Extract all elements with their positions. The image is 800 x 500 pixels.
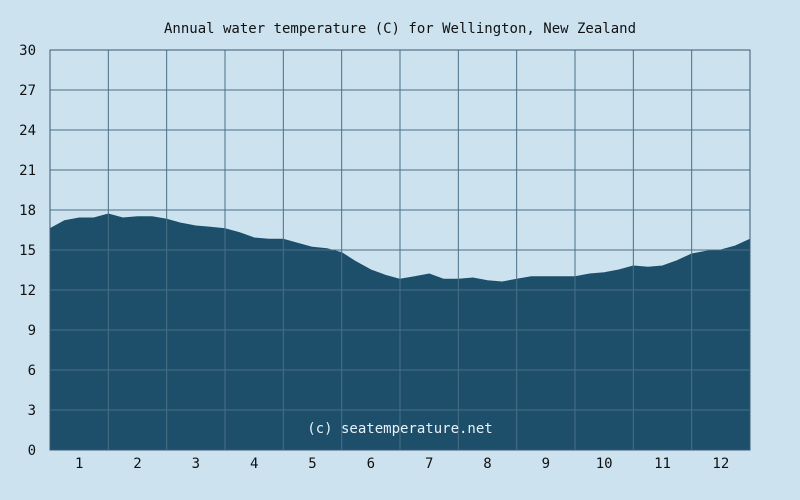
- plot-border: [49, 49, 751, 451]
- y-tick-label: 15: [19, 243, 36, 259]
- x-tick-label: 9: [542, 456, 550, 472]
- x-tick-label: 6: [367, 456, 375, 472]
- y-tick-label: 9: [28, 323, 36, 339]
- x-tick-label: 8: [483, 456, 491, 472]
- y-tick-label: 27: [19, 83, 36, 99]
- x-tick-label: 11: [654, 456, 671, 472]
- x-tick-label: 10: [596, 456, 613, 472]
- watermark-text: (c) seatemperature.net: [307, 421, 492, 437]
- y-tick-label: 18: [19, 203, 36, 219]
- y-tick-label: 24: [19, 123, 36, 139]
- x-tick-label: 7: [425, 456, 433, 472]
- y-tick-label: 30: [19, 43, 36, 59]
- x-tick-label: 2: [133, 456, 141, 472]
- y-tick-label: 3: [28, 403, 36, 419]
- y-tick-label: 21: [19, 163, 36, 179]
- y-tick-label: 12: [19, 283, 36, 299]
- y-tick-label: 6: [28, 363, 36, 379]
- x-tick-label: 12: [712, 456, 729, 472]
- x-tick-label: 3: [192, 456, 200, 472]
- chart-title: Annual water temperature (C) for Welling…: [164, 21, 636, 37]
- x-tick-label: 4: [250, 456, 258, 472]
- x-tick-label: 1: [75, 456, 83, 472]
- y-tick-label: 0: [28, 443, 36, 459]
- x-tick-label: 5: [308, 456, 316, 472]
